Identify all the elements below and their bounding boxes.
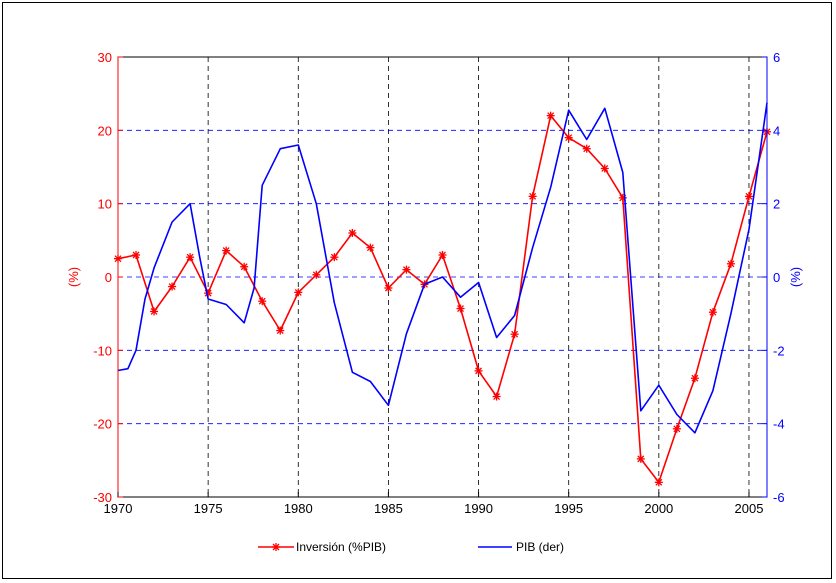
data-point-inversion — [150, 307, 159, 316]
x-tick-label: 1990 — [464, 501, 493, 516]
data-point-inversion — [726, 259, 735, 268]
data-point-inversion — [348, 229, 357, 237]
data-point-inversion — [294, 288, 303, 297]
y-left-tick-label: 20 — [98, 123, 112, 138]
data-point-inversion — [510, 330, 519, 339]
x-tick-label: 1985 — [374, 501, 403, 516]
x-tick-label: 1970 — [104, 501, 133, 516]
data-point-inversion — [402, 265, 411, 274]
legend-label-inversion: Inversión (%PIB) — [296, 540, 386, 554]
y-left-tick-label: -20 — [93, 417, 112, 432]
y-left-tick-label: -30 — [93, 490, 112, 505]
data-point-inversion — [276, 326, 285, 335]
data-point-inversion — [492, 392, 501, 401]
y-left-tick-label: 30 — [98, 50, 112, 65]
data-point-inversion — [546, 111, 555, 120]
y-right-tick-label: 6 — [773, 50, 780, 65]
series-line-pib — [117, 102, 768, 434]
data-point-inversion — [708, 308, 717, 317]
data-point-inversion — [474, 366, 483, 375]
data-point-inversion — [186, 253, 195, 262]
legend-marker-inversion — [272, 543, 280, 551]
data-point-inversion — [600, 164, 609, 173]
grid — [118, 57, 767, 497]
x-tick-label: 1995 — [554, 501, 583, 516]
data-point-inversion — [654, 478, 663, 487]
data-point-inversion — [330, 253, 339, 262]
data-point-inversion — [582, 144, 591, 153]
x-tick-label: 1980 — [284, 501, 313, 516]
data-point-inversion — [438, 251, 447, 259]
data-point-inversion — [564, 133, 573, 142]
data-point-inversion — [312, 270, 321, 279]
y-right-tick-label: -6 — [773, 490, 785, 505]
axes: 1970 1975 1980 1985 1990 1995 2000 2005-30-20-1… — [93, 50, 784, 516]
y-right-tick-label: 0 — [773, 270, 780, 285]
y-left-label: (%) — [66, 267, 81, 287]
data-point-inversion — [168, 282, 177, 291]
x-tick-label: 2005 — [735, 501, 764, 516]
x-tick-label: 2000 — [644, 501, 673, 516]
y-right-tick-label: -2 — [773, 343, 785, 358]
data-point-inversion — [456, 304, 465, 313]
y-right-tick-label: -4 — [773, 417, 785, 432]
data-point-inversion — [384, 284, 393, 292]
data-point-inversion — [672, 424, 681, 433]
x-tick-label: 1975 — [194, 501, 223, 516]
legend-label-pib: PIB (der) — [516, 540, 564, 554]
y-right-tick-label: 4 — [773, 123, 780, 138]
data-point-inversion — [132, 251, 141, 259]
y-left-tick-label: 0 — [105, 270, 112, 285]
y-right-tick-label: 2 — [773, 197, 780, 212]
data-point-inversion — [636, 454, 645, 463]
data-point-inversion — [258, 297, 267, 306]
y-right-label: (%) — [788, 267, 803, 287]
series-layer — [114, 102, 771, 487]
y-left-tick-label: 10 — [98, 197, 112, 212]
data-point-inversion — [744, 192, 753, 201]
legend: Inversión (%PIB) PIB (der) — [258, 540, 564, 554]
data-point-inversion — [690, 374, 699, 383]
data-point-inversion — [528, 192, 537, 201]
data-point-inversion — [222, 246, 231, 255]
y-left-tick-label: -10 — [93, 343, 112, 358]
data-point-inversion — [366, 243, 375, 252]
data-point-inversion — [240, 262, 249, 271]
